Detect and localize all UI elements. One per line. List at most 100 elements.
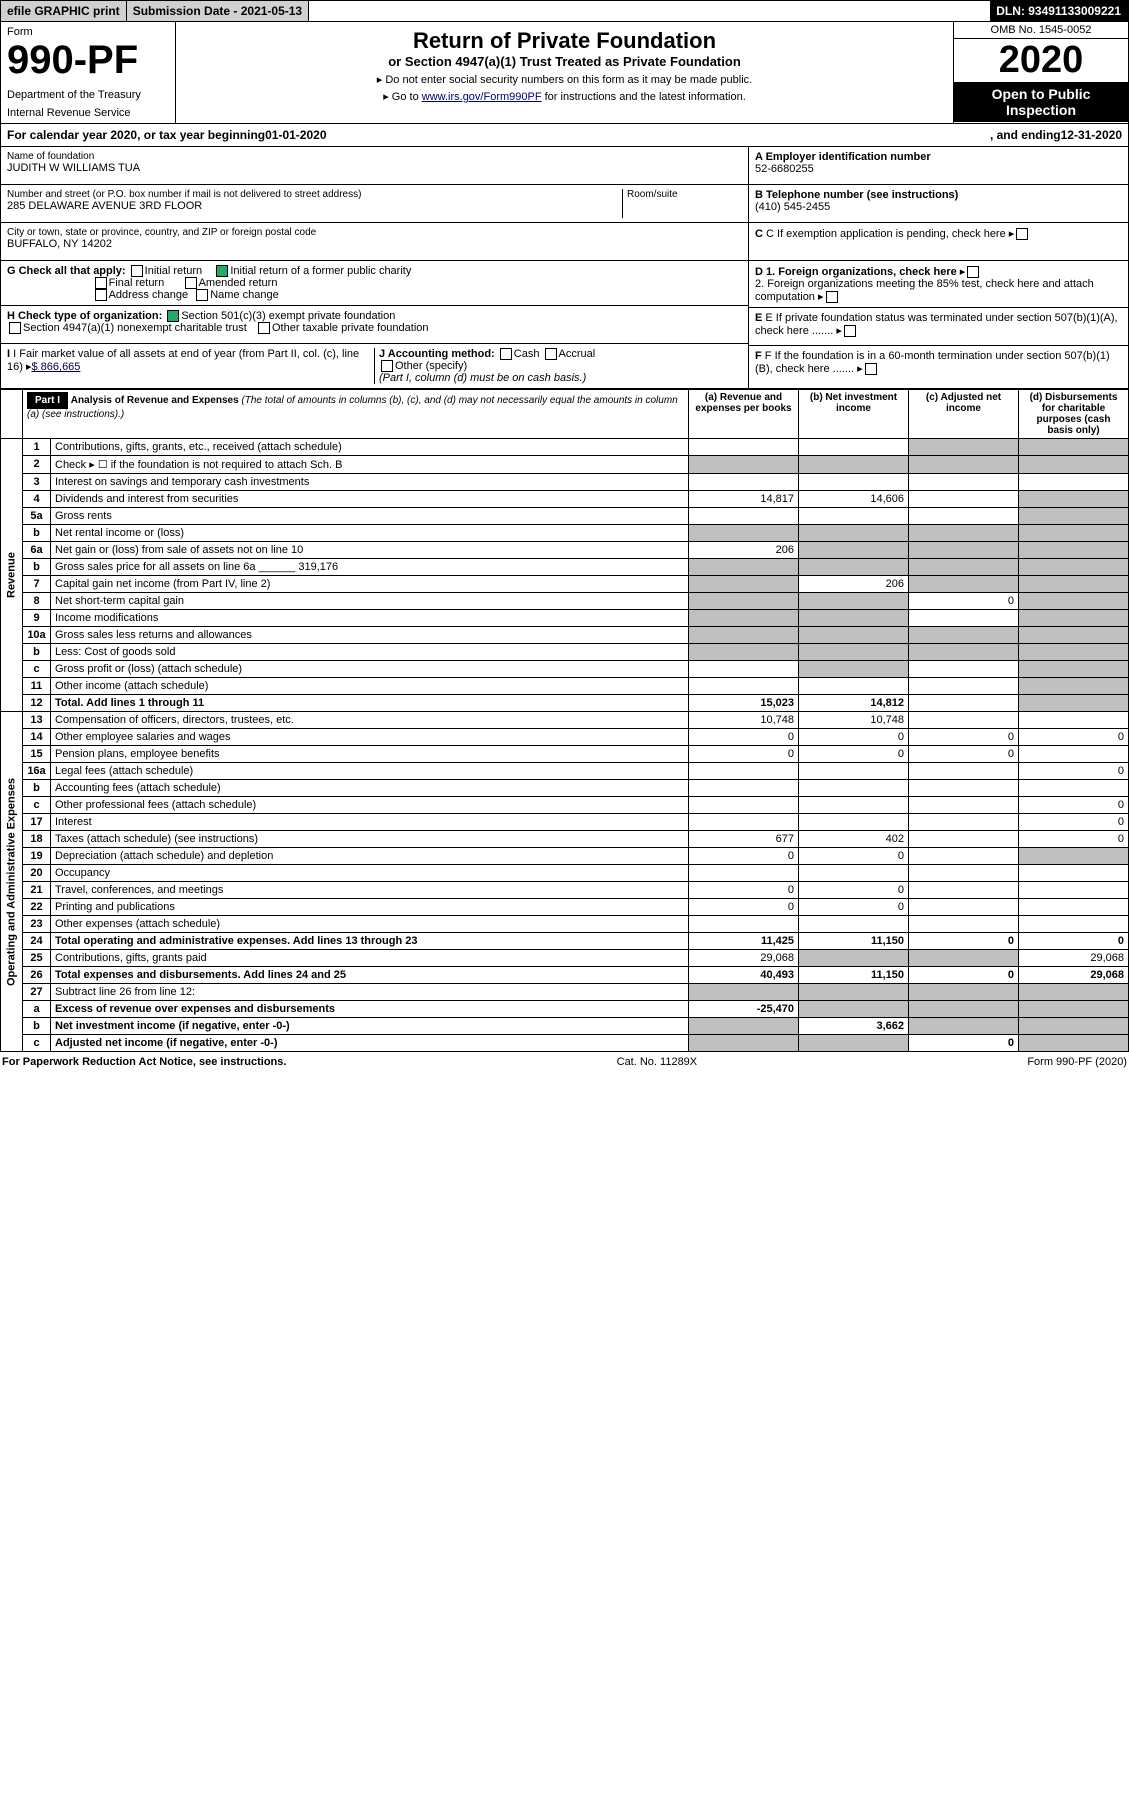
line-desc: Pension plans, employee benefits <box>51 746 689 763</box>
col-d-val <box>1019 627 1129 644</box>
col-a-val <box>689 865 799 882</box>
line-desc: Printing and publications <box>51 899 689 916</box>
table-row: 18Taxes (attach schedule) (see instructi… <box>1 831 1129 848</box>
line-number: c <box>23 661 51 678</box>
table-row: 8Net short-term capital gain0 <box>1 593 1129 610</box>
col-d-val <box>1019 899 1129 916</box>
tax-year: 2020 <box>954 39 1128 82</box>
501c3-check[interactable] <box>167 310 179 322</box>
other-method-check[interactable] <box>381 360 393 372</box>
col-c-val <box>909 882 1019 899</box>
col-d-val <box>1019 508 1129 525</box>
accrual-check[interactable] <box>545 348 557 360</box>
col-c-val <box>909 439 1019 456</box>
other-taxable-check[interactable] <box>258 322 270 334</box>
col-d-val: 0 <box>1019 729 1129 746</box>
col-d-val <box>1019 474 1129 491</box>
form-title: Return of Private Foundation <box>182 28 947 54</box>
table-row: 20Occupancy <box>1 865 1129 882</box>
table-row: bNet rental income or (loss) <box>1 525 1129 542</box>
d1-check[interactable] <box>967 266 979 278</box>
col-a-val <box>689 780 799 797</box>
line-number: c <box>23 797 51 814</box>
d2-check[interactable] <box>826 291 838 303</box>
table-row: 9Income modifications <box>1 610 1129 627</box>
form-link[interactable]: www.irs.gov/Form990PF <box>422 91 542 103</box>
4947-check[interactable] <box>9 322 21 334</box>
col-b-val: 0 <box>799 899 909 916</box>
line-desc: Interest <box>51 814 689 831</box>
col-d-val <box>1019 576 1129 593</box>
col-c-val <box>909 491 1019 508</box>
initial-public-check[interactable] <box>216 265 228 277</box>
line-number: 16a <box>23 763 51 780</box>
col-d-header: (d) Disbursements for charitable purpose… <box>1019 390 1129 439</box>
line-desc: Check ▸ ☐ if the foundation is not requi… <box>51 456 689 474</box>
table-row: 4Dividends and interest from securities1… <box>1 491 1129 508</box>
col-b-val <box>799 1001 909 1018</box>
table-row: 11Other income (attach schedule) <box>1 678 1129 695</box>
table-row: bAccounting fees (attach schedule) <box>1 780 1129 797</box>
f-check[interactable] <box>865 363 877 375</box>
irs-label: Internal Revenue Service <box>7 107 169 119</box>
address-change-check[interactable] <box>95 289 107 301</box>
table-row: 14Other employee salaries and wages0000 <box>1 729 1129 746</box>
table-row: 24Total operating and administrative exp… <box>1 933 1129 950</box>
col-c-val <box>909 456 1019 474</box>
table-row: bGross sales price for all assets on lin… <box>1 559 1129 576</box>
e-check[interactable] <box>844 325 856 337</box>
col-d-val <box>1019 916 1129 933</box>
col-d-val <box>1019 644 1129 661</box>
col-a-val <box>689 508 799 525</box>
line-number: 6a <box>23 542 51 559</box>
col-c-val <box>909 814 1019 831</box>
col-a-val <box>689 593 799 610</box>
line-desc: Gross profit or (loss) (attach schedule) <box>51 661 689 678</box>
col-b-val: 0 <box>799 848 909 865</box>
paperwork-notice: For Paperwork Reduction Act Notice, see … <box>2 1056 286 1068</box>
line-desc: Occupancy <box>51 865 689 882</box>
col-a-val <box>689 439 799 456</box>
line-desc: Net short-term capital gain <box>51 593 689 610</box>
line-desc: Contributions, gifts, grants paid <box>51 950 689 967</box>
col-a-val <box>689 644 799 661</box>
amended-return-check[interactable] <box>185 277 197 289</box>
initial-return-check[interactable] <box>131 265 143 277</box>
col-a-val: 0 <box>689 746 799 763</box>
col-c-val <box>909 610 1019 627</box>
line-number: b <box>23 644 51 661</box>
final-return-check[interactable] <box>95 277 107 289</box>
line-number: 22 <box>23 899 51 916</box>
col-d-val: 0 <box>1019 763 1129 780</box>
col-a-val <box>689 474 799 491</box>
c-check[interactable] <box>1016 228 1028 240</box>
name-change-check[interactable] <box>196 289 208 301</box>
table-row: 21Travel, conferences, and meetings00 <box>1 882 1129 899</box>
col-b-val <box>799 559 909 576</box>
info-left: Name of foundation JUDITH W WILLIAMS TUA… <box>1 147 748 388</box>
col-a-val: 0 <box>689 882 799 899</box>
col-b-val <box>799 916 909 933</box>
col-b-val <box>799 797 909 814</box>
col-a-val <box>689 661 799 678</box>
line-number: 10a <box>23 627 51 644</box>
year-box: OMB No. 1545-0052 2020 Open to Public In… <box>953 22 1128 123</box>
col-d-val <box>1019 865 1129 882</box>
col-a-val <box>689 814 799 831</box>
col-d-val: 29,068 <box>1019 967 1129 984</box>
col-a-val: 40,493 <box>689 967 799 984</box>
table-row: Revenue1Contributions, gifts, grants, et… <box>1 439 1129 456</box>
col-b-val: 402 <box>799 831 909 848</box>
line-desc: Capital gain net income (from Part IV, l… <box>51 576 689 593</box>
cash-check[interactable] <box>500 348 512 360</box>
table-row: 3Interest on savings and temporary cash … <box>1 474 1129 491</box>
line-number: b <box>23 780 51 797</box>
line-desc: Total expenses and disbursements. Add li… <box>51 967 689 984</box>
col-b-val <box>799 610 909 627</box>
col-a-val: 0 <box>689 729 799 746</box>
form-title-box: Return of Private Foundation or Section … <box>176 22 953 123</box>
line-number: 8 <box>23 593 51 610</box>
line-desc: Compensation of officers, directors, tru… <box>51 712 689 729</box>
table-row: 5aGross rents <box>1 508 1129 525</box>
col-a-val <box>689 627 799 644</box>
